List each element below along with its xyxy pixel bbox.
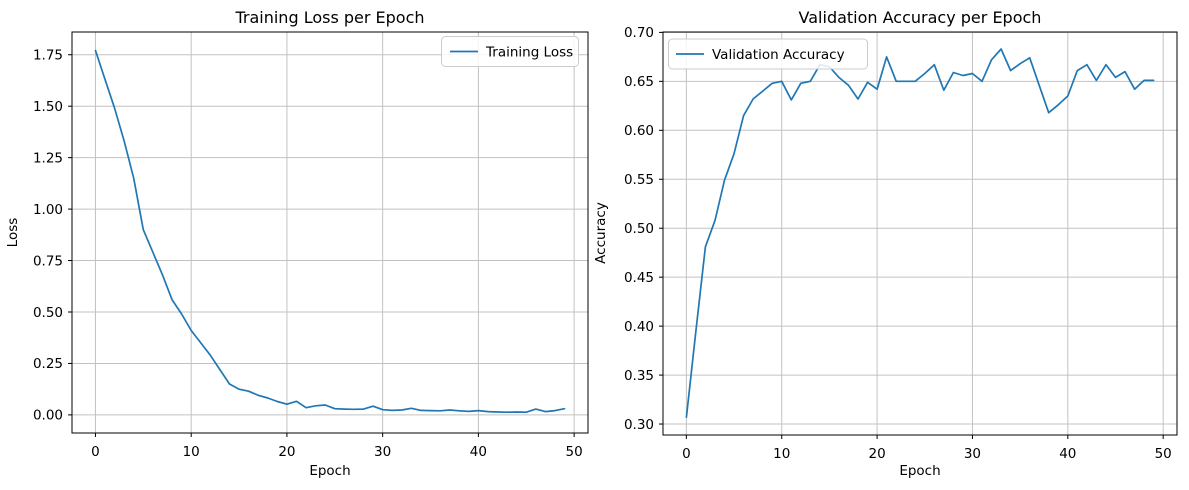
x-tick-label: 40 <box>1059 446 1076 462</box>
axes-spines <box>662 31 1178 436</box>
training-loss-chart: 0 10 20 30 40 50 0.00 0.25 0.50 0.75 1.00 1.25 1.50 1… <box>5 8 589 479</box>
x-tick-label: 20 <box>278 444 295 460</box>
y-tick-label: 0.50 <box>624 221 654 237</box>
validation-accuracy-xaxis-label: Epoch <box>899 463 940 479</box>
training-loss-xaxis-label: Epoch <box>309 463 350 479</box>
validation-accuracy-chart: 0 10 20 30 40 50 0.30 0.35 0.40 0.45 0.50 0.55 0.60 0… <box>593 8 1178 479</box>
x-tick-label: 20 <box>868 446 885 462</box>
validation-accuracy-curve <box>685 48 1155 419</box>
validation-accuracy-plot-area: 0 10 20 30 40 50 0.30 0.35 0.40 0.45 0.50 0.55 0.60 0… <box>624 25 1178 462</box>
legend-frame <box>441 36 579 67</box>
y-tick-label: 0.55 <box>624 172 654 188</box>
y-tick-label: 0.40 <box>624 319 654 335</box>
legend-label: Validation Accuracy <box>712 47 845 63</box>
training-loss-curve <box>94 49 566 414</box>
x-tick-label: 40 <box>470 444 487 460</box>
legend-label: Training Loss <box>485 45 573 61</box>
x-tick-label: 30 <box>964 446 981 462</box>
y-tick-label: 0.70 <box>624 25 654 41</box>
training-loss-plot-area: 0 10 20 30 40 50 0.00 0.25 0.50 0.75 1.00 1.25 1.50 1… <box>33 31 589 460</box>
x-tick-label: 10 <box>773 446 790 462</box>
y-tick-label: 0.25 <box>33 356 63 372</box>
y-tick-label: 0.60 <box>624 123 654 139</box>
x-tick-label: 50 <box>1155 446 1172 462</box>
y-tick-label: 0.75 <box>33 253 63 269</box>
axes-spines <box>71 31 589 434</box>
x-tick-label: 10 <box>183 444 200 460</box>
x-tick-label: 30 <box>374 444 391 460</box>
x-tick-label: 0 <box>91 444 100 460</box>
validation-accuracy-title: Validation Accuracy per Epoch <box>799 8 1042 27</box>
training-loss-yaxis-label: Loss <box>5 218 21 248</box>
legend-frame <box>668 38 868 70</box>
training-loss-legend: Training Loss <box>441 36 579 67</box>
y-tick-label: 0.65 <box>624 74 654 90</box>
validation-accuracy-yaxis-label: Accuracy <box>593 202 609 264</box>
y-tick-label: 1.75 <box>33 48 63 64</box>
y-tick-label: 0.45 <box>624 270 654 286</box>
x-tick-label: 0 <box>682 446 691 462</box>
y-tick-label: 0.50 <box>33 305 63 321</box>
training-loss-title: Training Loss per Epoch <box>234 8 424 27</box>
y-tick-label: 0.00 <box>33 408 63 424</box>
y-tick-label: 0.35 <box>624 368 654 384</box>
y-tick-label: 1.00 <box>33 202 63 218</box>
y-tick-label: 1.50 <box>33 99 63 115</box>
y-tick-label: 1.25 <box>33 150 63 166</box>
y-tick-label: 0.30 <box>624 417 654 433</box>
x-tick-label: 50 <box>566 444 583 460</box>
validation-accuracy-legend: Validation Accuracy <box>668 38 868 70</box>
